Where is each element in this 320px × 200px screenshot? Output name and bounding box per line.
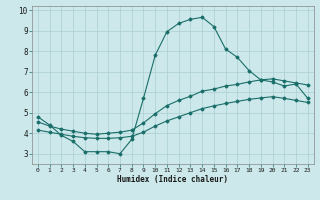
X-axis label: Humidex (Indice chaleur): Humidex (Indice chaleur) [117,175,228,184]
